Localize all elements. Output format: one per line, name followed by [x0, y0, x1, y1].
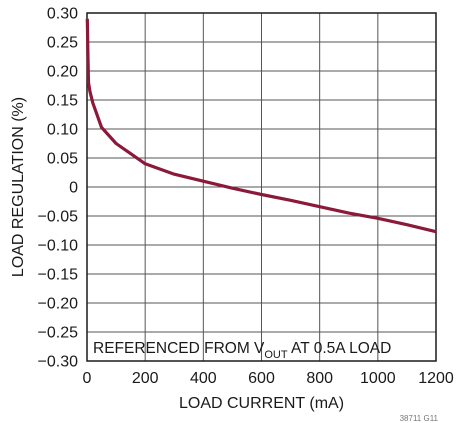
y-tick-label: −0.30 — [38, 354, 79, 371]
series-group — [85, 18, 437, 234]
y-tick-labels: 0.30 0.25 0.20 0.15 0.10 0.05 0 −0.05 −0.10 −0.15… — [38, 6, 79, 371]
x-tick-label: 400 — [190, 370, 217, 387]
x-tick-labels: 0 200 400 600 800 1000 1200 — [83, 370, 454, 387]
x-tick-label: 600 — [248, 370, 275, 387]
y-tick-label: 0.20 — [47, 64, 78, 81]
y-tick-label: −0.25 — [38, 325, 79, 342]
y-tick-label: −0.10 — [38, 238, 79, 255]
y-tick-label: −0.20 — [38, 296, 79, 313]
y-tick-label: 0.25 — [47, 35, 78, 52]
y-tick-label: 0.15 — [47, 93, 78, 110]
y-tick-label: −0.15 — [38, 267, 79, 284]
y-tick-label: −0.05 — [38, 209, 79, 226]
figure-id: 38711 G11 — [400, 414, 439, 423]
y-axis-label: LOAD REGULATION (%) — [10, 97, 27, 277]
x-axis-label: LOAD CURRENT (mA) — [179, 395, 344, 412]
x-tick-label: 0 — [83, 370, 92, 387]
y-tick-label: 0.10 — [47, 122, 78, 139]
y-tick-label: 0 — [69, 180, 78, 197]
y-tick-label: 0.05 — [47, 151, 78, 168]
x-tick-label: 1200 — [418, 370, 454, 387]
y-tick-label: 0.30 — [47, 6, 78, 23]
grid — [86, 12, 437, 362]
series-line — [85, 18, 437, 234]
x-tick-label: 200 — [132, 370, 159, 387]
reference-annotation: REFERENCED FROM VOUT AT 0.5A LOAD — [93, 340, 391, 361]
x-tick-label: 1000 — [360, 370, 396, 387]
plot-frame — [86, 12, 437, 362]
x-tick-label: 800 — [306, 370, 333, 387]
